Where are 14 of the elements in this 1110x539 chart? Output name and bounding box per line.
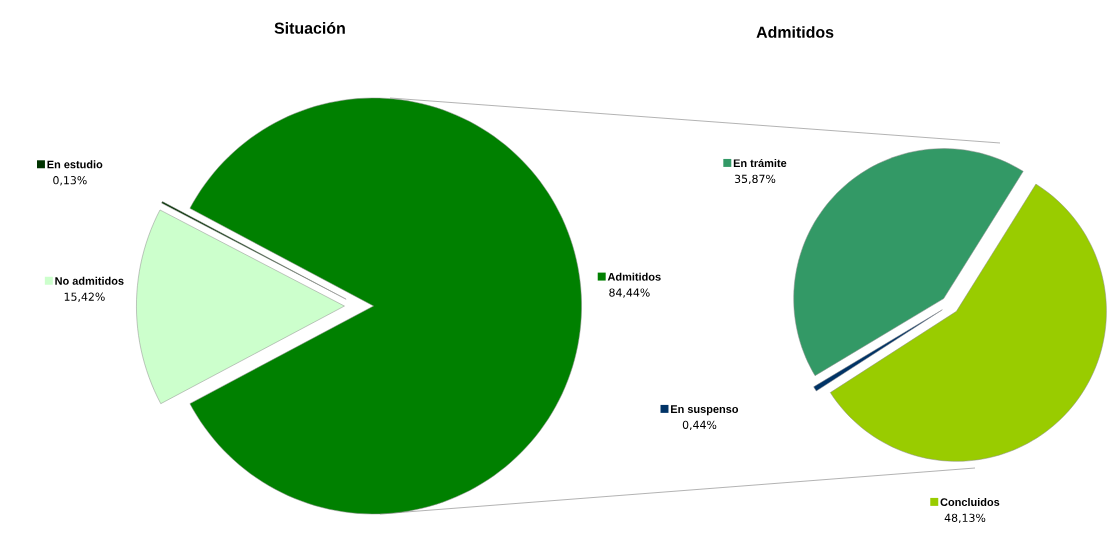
- data-label: 84,44%: [609, 288, 650, 298]
- legend-label: Admitidos: [607, 272, 661, 281]
- legend-label: No admitidos: [55, 276, 124, 285]
- data-label: 15,42%: [64, 292, 105, 302]
- chart-title: Admitidos: [756, 26, 834, 38]
- legend-label: Concluidos: [940, 497, 1000, 506]
- data-label: 0,13%: [53, 176, 87, 186]
- legend-label: En trámite: [733, 158, 787, 168]
- legend-label: En estudio: [47, 160, 103, 169]
- data-label: 0,44%: [682, 420, 717, 431]
- data-label: 35,87%: [734, 174, 776, 185]
- chart-title: Situación: [274, 21, 345, 34]
- data-label: 48,13%: [944, 513, 986, 524]
- legend-label: En suspenso: [671, 405, 739, 416]
